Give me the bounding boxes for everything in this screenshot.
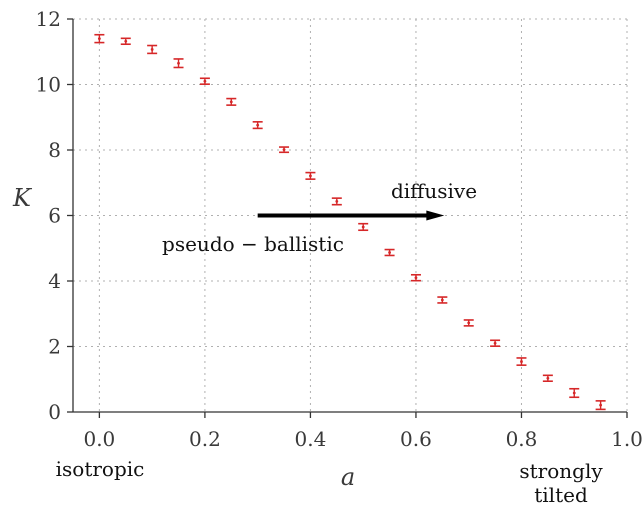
y-tick-label: 8 <box>48 138 61 162</box>
data-point <box>358 222 369 232</box>
y-tick-label: 0 <box>48 400 61 424</box>
x-tick-label: 0.8 <box>506 427 538 451</box>
data-point <box>94 33 105 44</box>
data-point <box>331 197 342 206</box>
ticks: 0.0 0.2 0.4 0.6 0.8 1.0 0 2 4 6 8 10 12 <box>36 7 642 451</box>
x-tick-label: 1.0 <box>611 427 642 451</box>
y-tick-label: 10 <box>36 73 61 97</box>
data-point <box>410 273 421 282</box>
data-point <box>490 339 501 347</box>
arrow-head <box>426 210 445 221</box>
point-marker <box>440 298 444 302</box>
x-tick-label: 0.4 <box>295 427 327 451</box>
x-tick-label: 0.0 <box>83 427 115 451</box>
y-axis-label: K <box>12 184 33 212</box>
point-marker <box>361 225 365 229</box>
data-point <box>542 374 553 383</box>
point-marker <box>229 100 233 104</box>
annotation-diffusive: diffusive <box>391 179 477 203</box>
data-point <box>199 77 210 85</box>
annotation-pseudo-ballistic: pseudo − ballistic <box>162 232 344 256</box>
data-point <box>437 296 448 304</box>
y-tick-label: 6 <box>48 204 61 228</box>
data-point <box>569 387 580 399</box>
point-marker <box>493 341 497 345</box>
data-point <box>226 97 237 106</box>
point-marker <box>414 276 418 280</box>
arrow <box>257 210 445 221</box>
point-marker <box>256 123 260 127</box>
y-tick-label: 4 <box>48 269 61 293</box>
point-marker <box>203 79 207 83</box>
data-point <box>305 171 316 180</box>
data-point <box>120 37 131 46</box>
x-axis-label: a <box>341 463 355 491</box>
point-marker <box>572 391 576 395</box>
point-marker <box>177 61 180 65</box>
point-marker <box>282 148 286 152</box>
data-point <box>516 357 527 366</box>
data-point <box>463 319 474 327</box>
point-marker <box>124 39 128 43</box>
point-marker <box>309 174 312 178</box>
point-marker <box>546 376 550 380</box>
x-tick-label: 0.6 <box>400 427 432 451</box>
point-marker <box>150 48 154 51</box>
data-point <box>252 121 263 130</box>
point-marker <box>388 251 391 254</box>
point-marker <box>520 360 523 363</box>
point-marker <box>97 37 101 41</box>
y-tick-label: 12 <box>36 7 61 31</box>
point-marker <box>599 403 603 407</box>
annotation-isotropic: isotropic <box>56 457 145 481</box>
annotation-tilted: tilted <box>534 483 588 506</box>
point-marker <box>335 200 339 203</box>
data-point <box>173 58 184 69</box>
data-point <box>279 146 290 154</box>
data-points <box>94 33 606 411</box>
point-marker <box>467 321 471 325</box>
x-tick-label: 0.2 <box>189 427 221 451</box>
data-point <box>595 400 606 411</box>
y-tick-label: 2 <box>48 335 61 359</box>
data-point <box>147 44 158 55</box>
annotation-strongly: strongly <box>519 459 603 483</box>
data-point <box>384 248 395 257</box>
